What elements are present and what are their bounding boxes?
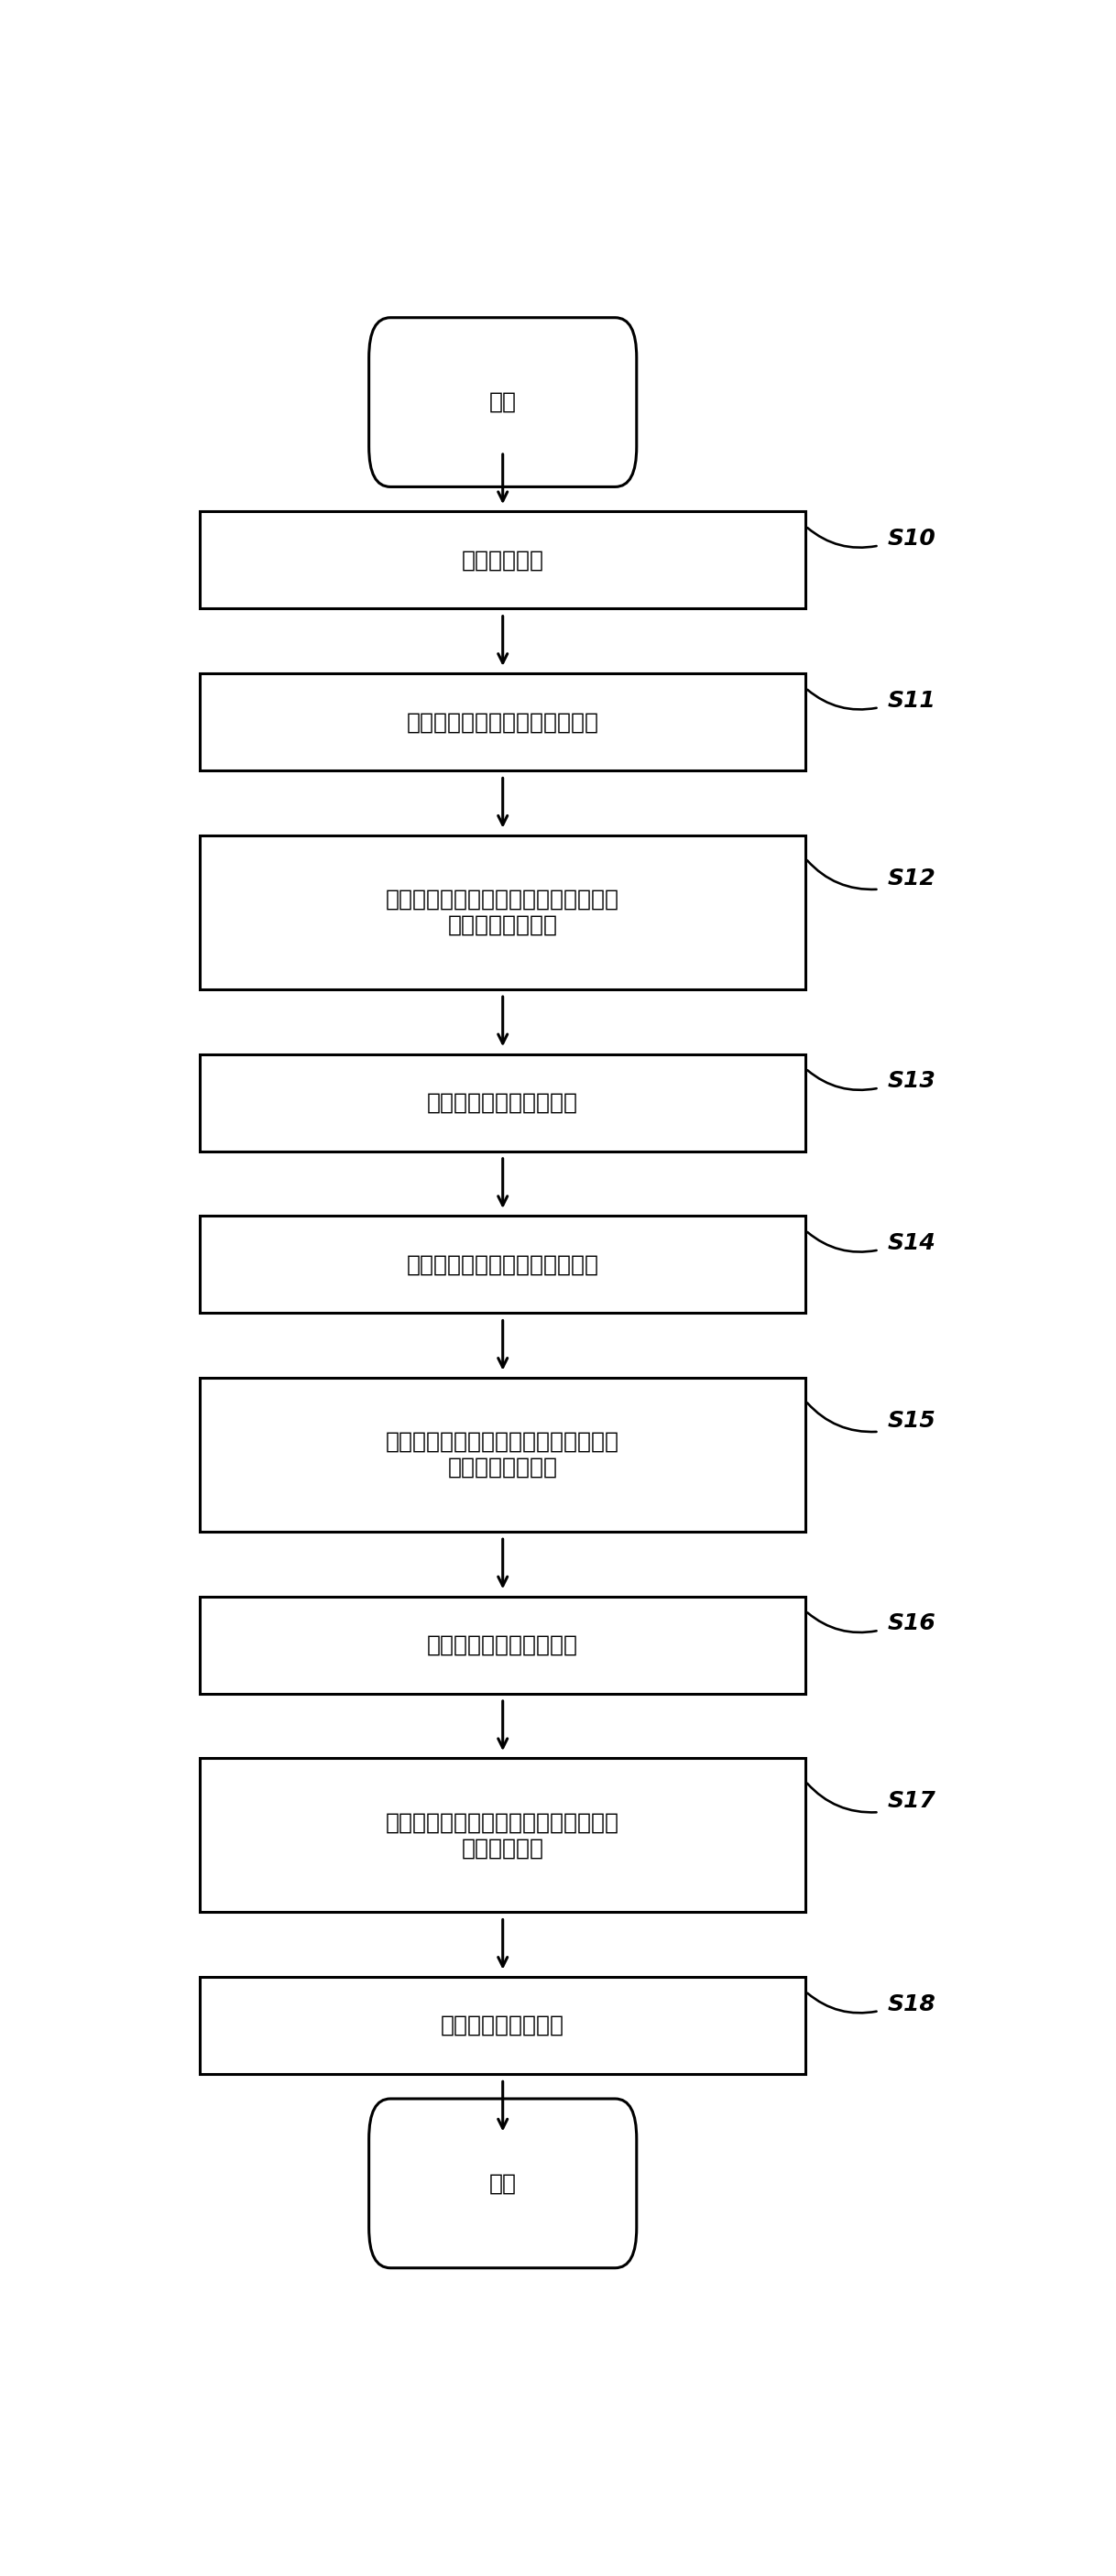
Bar: [200, 835, 806, 989]
Text: 生成角膜屈光地形图: 生成角膜屈光地形图: [441, 2014, 565, 2038]
Text: 识别角膜图像的外边界曲线，并对该外
边界曲线进行拟合: 识别角膜图像的外边界曲线，并对该外 边界曲线进行拟合: [386, 889, 619, 935]
Bar: [200, 1054, 806, 1151]
Bar: [200, 1216, 806, 1314]
Bar: [200, 1378, 806, 1533]
Text: 结束: 结束: [489, 2172, 517, 2195]
Text: S18: S18: [887, 1994, 936, 2014]
Text: S17: S17: [887, 1790, 936, 1814]
Text: S13: S13: [887, 1069, 936, 1092]
FancyBboxPatch shape: [369, 2099, 636, 2267]
Text: 对采集的角膜图像进行扫描校正: 对采集的角膜图像进行扫描校正: [406, 711, 599, 734]
Text: 对采集的角膜图像进行折射校正: 对采集的角膜图像进行折射校正: [406, 1255, 599, 1275]
Bar: [200, 1597, 806, 1692]
Text: 采集角膜图像: 采集角膜图像: [462, 549, 543, 572]
Bar: [200, 1976, 806, 2074]
Text: S10: S10: [887, 528, 936, 549]
FancyBboxPatch shape: [369, 317, 636, 487]
Bar: [200, 672, 806, 770]
Text: 利用求出的内、外表面的屈光度求出角
膜总的屈光度: 利用求出的内、外表面的屈光度求出角 膜总的屈光度: [386, 1811, 619, 1860]
Text: 计算角膜内边界的屈光度: 计算角膜内边界的屈光度: [427, 1633, 578, 1656]
Text: 开始: 开始: [489, 392, 517, 412]
Text: S16: S16: [887, 1613, 936, 1636]
Bar: [200, 1759, 806, 1911]
Text: S11: S11: [887, 690, 936, 711]
Text: S14: S14: [887, 1231, 936, 1255]
Text: 计算角膜外边界的屈光度: 计算角膜外边界的屈光度: [427, 1092, 578, 1113]
Text: 识别角膜图像的内边界曲线，并对该内
边界曲线进行拟合: 识别角膜图像的内边界曲线，并对该内 边界曲线进行拟合: [386, 1432, 619, 1479]
Text: S15: S15: [887, 1409, 936, 1432]
Text: S12: S12: [887, 868, 936, 889]
Bar: [200, 513, 806, 608]
